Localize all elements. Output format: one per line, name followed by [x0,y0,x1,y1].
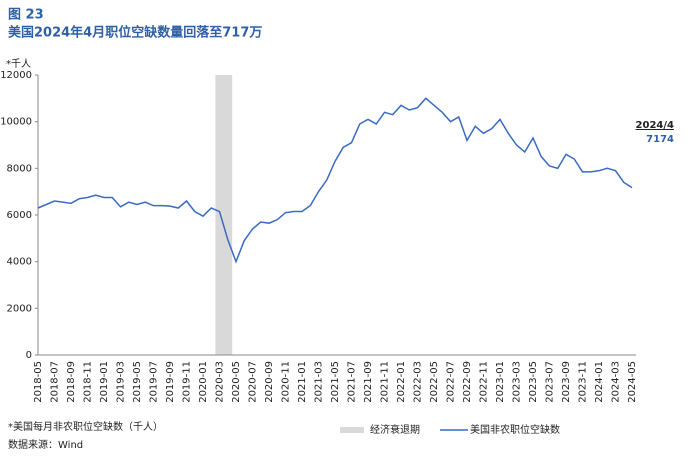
x-tick-label: 2020-05 [231,361,242,403]
x-tick-label: 2024-01 [594,361,605,403]
x-tick-label: 2023-11 [578,361,589,403]
x-tick-label: 2019-03 [116,361,127,403]
x-tick-label: 2019-09 [165,361,176,403]
x-tick-label: 2024-03 [611,361,622,403]
x-tick-label: 2018-11 [83,361,94,403]
x-tick-label: 2019-05 [132,361,143,403]
x-tick-label: 2020-03 [215,361,226,403]
x-tick-label: 2022-01 [396,361,407,403]
legend-label: 经济衰退期 [370,423,420,436]
annotation-label: 2024/4 [636,120,674,131]
x-tick-label: 2018-05 [33,361,44,403]
x-tick-label: 2021-09 [363,361,374,403]
x-tick-label: 2019-11 [182,361,193,403]
series-line [37,97,633,264]
x-tick-label: 2024-05 [627,361,638,403]
x-tick-label: 2018-07 [50,361,61,403]
x-tick-label: 2021-01 [297,361,308,403]
y-tick-label: 0 [26,350,32,361]
y-tick-label: 12000 [0,70,32,81]
x-tick-label: 2021-05 [330,361,341,403]
x-tick-label: 2023-05 [528,361,539,403]
x-tick-label: 2020-09 [264,361,275,403]
y-tick-label: 6000 [7,210,32,221]
footnote: *美国每月非农职位空缺数（千人） [8,420,163,433]
x-tick-label: 2020-07 [248,361,259,403]
x-tick-label: 2023-03 [512,361,523,403]
y-tick-label: 4000 [7,257,32,268]
legend-label: 美国非农职位空缺数 [470,423,560,436]
x-tick-label: 2021-07 [347,361,358,403]
annotation-value: 7174 [646,134,674,145]
x-tick-label: 2023-09 [561,361,572,403]
recession-band [215,75,224,355]
chart-title: 美国2024年4月职位空缺数量回落至717万 [8,25,262,41]
x-tick-label: 2018-09 [66,361,77,403]
figure-label: 图 23 [8,8,44,23]
x-tick-label: 2019-07 [149,361,160,403]
x-tick-label: 2022-11 [479,361,490,403]
y-tick-label: 8000 [7,163,32,174]
x-tick-label: 2022-03 [413,361,424,403]
x-tick-label: 2021-03 [314,361,325,403]
x-tick-label: 2022-09 [462,361,473,403]
x-tick-label: 2019-01 [99,361,110,403]
x-tick-label: 2021-11 [380,361,391,403]
y-axis-label: *千人 [6,58,31,70]
y-tick-label: 2000 [7,303,32,314]
x-tick-label: 2022-05 [429,361,440,403]
x-tick-label: 2023-07 [545,361,556,403]
y-tick-label: 10000 [0,117,32,128]
x-tick-label: 2023-01 [495,361,506,403]
x-tick-label: 2020-01 [198,361,209,403]
x-tick-label: 2022-07 [446,361,457,403]
legend-swatch [340,427,364,433]
source: 数据来源：Wind [8,438,83,451]
recession-band [223,75,233,355]
x-tick-label: 2020-11 [281,361,292,403]
